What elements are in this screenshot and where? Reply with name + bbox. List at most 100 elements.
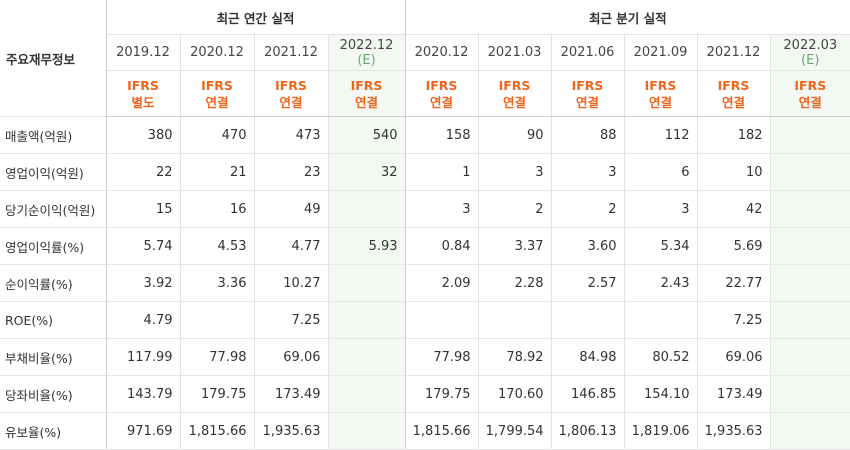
value-cell: 1,806.13 bbox=[551, 412, 625, 450]
value-cell: 42 bbox=[697, 190, 771, 228]
value-cell: 1,799.54 bbox=[478, 412, 552, 450]
consolidation-type: 별도 bbox=[131, 94, 155, 110]
value-cell bbox=[328, 338, 406, 376]
value-cell: 5.74 bbox=[106, 227, 181, 265]
value-cell: 1,819.06 bbox=[624, 412, 698, 450]
accounting-standard-header: IFRS 연결 bbox=[254, 70, 329, 117]
period-date: 2021.12 bbox=[264, 45, 318, 60]
value-cell: 7.25 bbox=[254, 301, 329, 339]
value-cell: 69.06 bbox=[697, 338, 771, 376]
value-cell: 1,815.66 bbox=[404, 412, 479, 450]
value-cell: 5.93 bbox=[328, 227, 406, 265]
table-row: 당좌비율(%) 143.79 179.75 173.49 179.75 170.60 146… bbox=[0, 375, 850, 413]
consolidation-type: 연결 bbox=[279, 94, 303, 110]
value-cell bbox=[770, 116, 850, 154]
value-cell: 2 bbox=[478, 190, 552, 228]
value-cell: 10 bbox=[697, 153, 771, 191]
value-cell: 1,815.66 bbox=[180, 412, 255, 450]
value-cell: 540 bbox=[328, 116, 406, 154]
value-cell bbox=[478, 301, 552, 339]
value-cell: 380 bbox=[106, 116, 181, 154]
accounting-standard-header: IFRS 연결 bbox=[180, 70, 255, 117]
value-cell: 179.75 bbox=[404, 375, 479, 413]
period-date-header: 2019.12 bbox=[106, 34, 181, 71]
value-cell: 154.10 bbox=[624, 375, 698, 413]
period-date-header: 2022.03 (E) bbox=[770, 34, 850, 71]
row-label: ROE(%) bbox=[0, 301, 107, 339]
value-cell: 3 bbox=[404, 190, 479, 228]
value-cell: 1,935.63 bbox=[254, 412, 329, 450]
period-date: 2021.12 bbox=[706, 45, 761, 60]
accounting-standard: IFRS bbox=[127, 77, 159, 93]
value-cell: 3 bbox=[478, 153, 552, 191]
table-row: 당기순이익(억원) 15 16 49 3 2 2 3 42 bbox=[0, 190, 850, 228]
value-cell: 69.06 bbox=[254, 338, 329, 376]
period-date-header: 2021.12 bbox=[697, 34, 771, 71]
period-date-header: 2021.12 bbox=[254, 34, 329, 71]
period-date: 2021.09 bbox=[633, 45, 688, 60]
value-cell: 2.57 bbox=[551, 264, 625, 302]
value-cell: 16 bbox=[180, 190, 255, 228]
accounting-standard: IFRS bbox=[201, 77, 233, 93]
value-cell: 15 bbox=[106, 190, 181, 228]
period-date-header: 2021.06 bbox=[551, 34, 625, 71]
value-cell: 3.92 bbox=[106, 264, 181, 302]
value-cell: 173.49 bbox=[254, 375, 329, 413]
value-cell: 143.79 bbox=[106, 375, 181, 413]
accounting-standard-header: IFRS 연결 bbox=[624, 70, 698, 117]
value-cell bbox=[328, 264, 406, 302]
quarter-section-title: 최근 분기 실적 bbox=[404, 0, 850, 35]
accounting-standard-header: IFRS 연결 bbox=[770, 70, 850, 117]
value-cell: 77.98 bbox=[404, 338, 479, 376]
accounting-standard: IFRS bbox=[498, 77, 531, 93]
value-cell: 470 bbox=[180, 116, 255, 154]
row-label: 부채비율(%) bbox=[0, 338, 107, 376]
value-cell: 179.75 bbox=[180, 375, 255, 413]
value-cell: 1 bbox=[404, 153, 479, 191]
table-row: 매출액(억원) 380 470 473 540 158 90 88 112 182 bbox=[0, 116, 850, 154]
consolidation-type: 연결 bbox=[798, 94, 822, 110]
consolidation-type: 연결 bbox=[503, 94, 527, 110]
table-row: 영업이익률(%) 5.74 4.53 4.77 5.93 0.84 3.37 3.60 5.34… bbox=[0, 227, 850, 265]
value-cell bbox=[328, 190, 406, 228]
row-label: 매출액(억원) bbox=[0, 116, 107, 154]
value-cell bbox=[770, 264, 850, 302]
value-cell: 170.60 bbox=[478, 375, 552, 413]
accounting-standard-header: IFRS 연결 bbox=[404, 70, 479, 117]
accounting-standard: IFRS bbox=[275, 77, 307, 93]
period-date: 2022.03 bbox=[783, 37, 838, 53]
value-cell: 23 bbox=[254, 153, 329, 191]
value-cell bbox=[770, 412, 850, 450]
period-date: 2022.12 bbox=[339, 37, 394, 53]
value-cell: 173.49 bbox=[697, 375, 771, 413]
period-date: 2021.03 bbox=[487, 45, 542, 60]
value-cell: 0.84 bbox=[404, 227, 479, 265]
consolidation-type: 연결 bbox=[430, 94, 454, 110]
value-cell: 4.79 bbox=[106, 301, 181, 339]
value-cell: 971.69 bbox=[106, 412, 181, 450]
period-date: 2019.12 bbox=[116, 45, 170, 60]
value-cell: 78.92 bbox=[478, 338, 552, 376]
consolidation-type: 연결 bbox=[722, 94, 746, 110]
value-cell: 3.60 bbox=[551, 227, 625, 265]
value-cell bbox=[328, 301, 406, 339]
period-date-header: 2020.12 bbox=[180, 34, 255, 71]
value-cell: 7.25 bbox=[697, 301, 771, 339]
value-cell: 21 bbox=[180, 153, 255, 191]
value-cell: 77.98 bbox=[180, 338, 255, 376]
annual-section-title: 최근 연간 실적 bbox=[106, 0, 406, 35]
accounting-standard: IFRS bbox=[644, 77, 677, 93]
consolidation-type: 연결 bbox=[355, 94, 379, 110]
value-cell bbox=[770, 301, 850, 339]
value-cell: 4.53 bbox=[180, 227, 255, 265]
value-cell: 5.34 bbox=[624, 227, 698, 265]
table-row: 순이익률(%) 3.92 3.36 10.27 2.09 2.28 2.57 2.43 22.7… bbox=[0, 264, 850, 302]
value-cell: 5.69 bbox=[697, 227, 771, 265]
row-label: 당좌비율(%) bbox=[0, 375, 107, 413]
value-cell: 3 bbox=[624, 190, 698, 228]
value-cell bbox=[328, 375, 406, 413]
value-cell bbox=[328, 412, 406, 450]
value-cell bbox=[551, 301, 625, 339]
accounting-standard-header: IFRS 별도 bbox=[106, 70, 181, 117]
value-cell bbox=[180, 301, 255, 339]
